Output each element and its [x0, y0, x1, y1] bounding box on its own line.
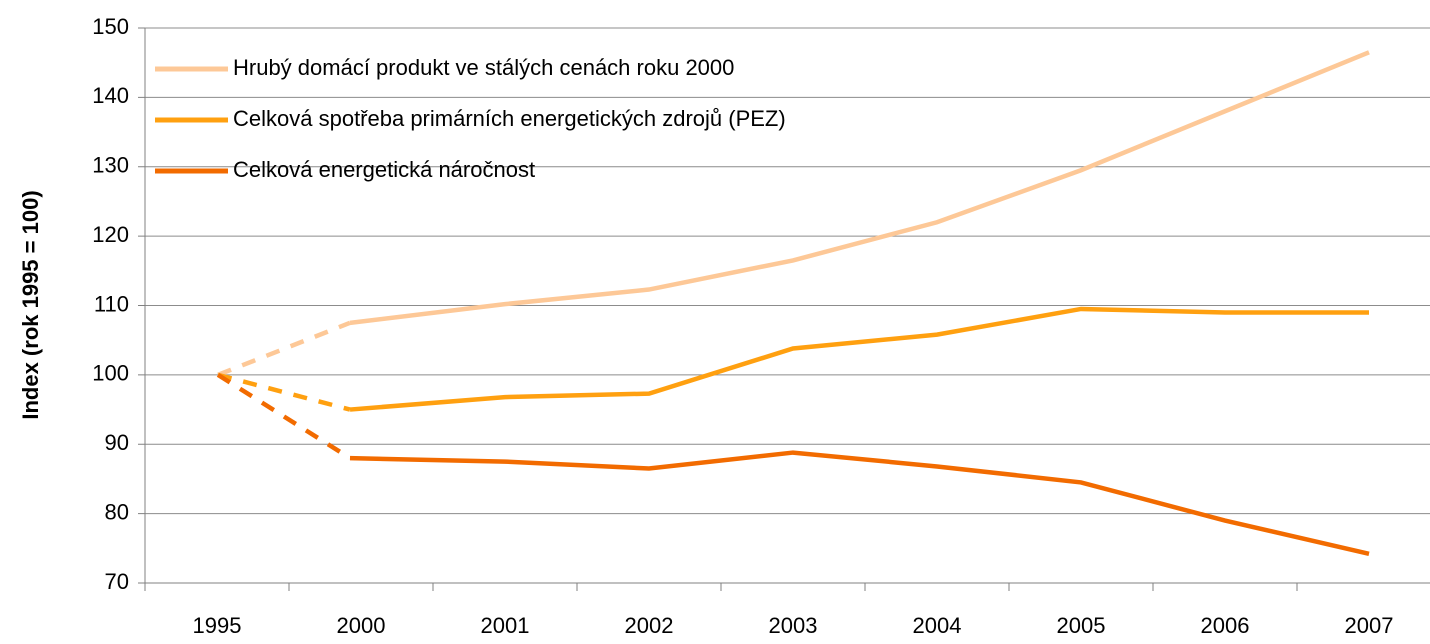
- y-tick-label: 150: [92, 14, 129, 39]
- x-tick-label: 1995: [193, 613, 242, 638]
- y-tick-label: 100: [92, 361, 129, 386]
- series-line: [349, 450, 1370, 557]
- y-tick-label: 130: [92, 153, 129, 178]
- x-tick-label: 2003: [769, 613, 818, 638]
- series-line: [349, 306, 1369, 412]
- x-tick-label: 2005: [1057, 613, 1106, 638]
- y-axis-label: Index (rok 1995 = 100): [18, 190, 43, 419]
- series-line: [216, 372, 352, 461]
- series-line: [217, 320, 351, 377]
- y-tick-label: 70: [105, 569, 129, 594]
- legend-label: Celková energetická náročnost: [233, 157, 535, 182]
- x-tick-label: 2000: [337, 613, 386, 638]
- x-tick-label: 2004: [913, 613, 962, 638]
- legend-label: Hrubý domácí produkt ve stálých cenách r…: [233, 55, 734, 80]
- series-line: [217, 372, 351, 412]
- y-tick-label: 90: [105, 430, 129, 455]
- y-tick-label: 80: [105, 499, 129, 524]
- x-tick-label: 2007: [1345, 613, 1394, 638]
- y-tick-label: 120: [92, 222, 129, 247]
- series-line: [349, 50, 1370, 326]
- x-tick-label: 2006: [1201, 613, 1250, 638]
- y-tick-label: 110: [94, 291, 129, 316]
- x-tick-label: 2001: [481, 613, 530, 638]
- y-tick-label: 140: [92, 83, 129, 108]
- legend-label: Celková spotřeba primárních energetickýc…: [233, 106, 786, 131]
- x-tick-label: 2002: [625, 613, 674, 638]
